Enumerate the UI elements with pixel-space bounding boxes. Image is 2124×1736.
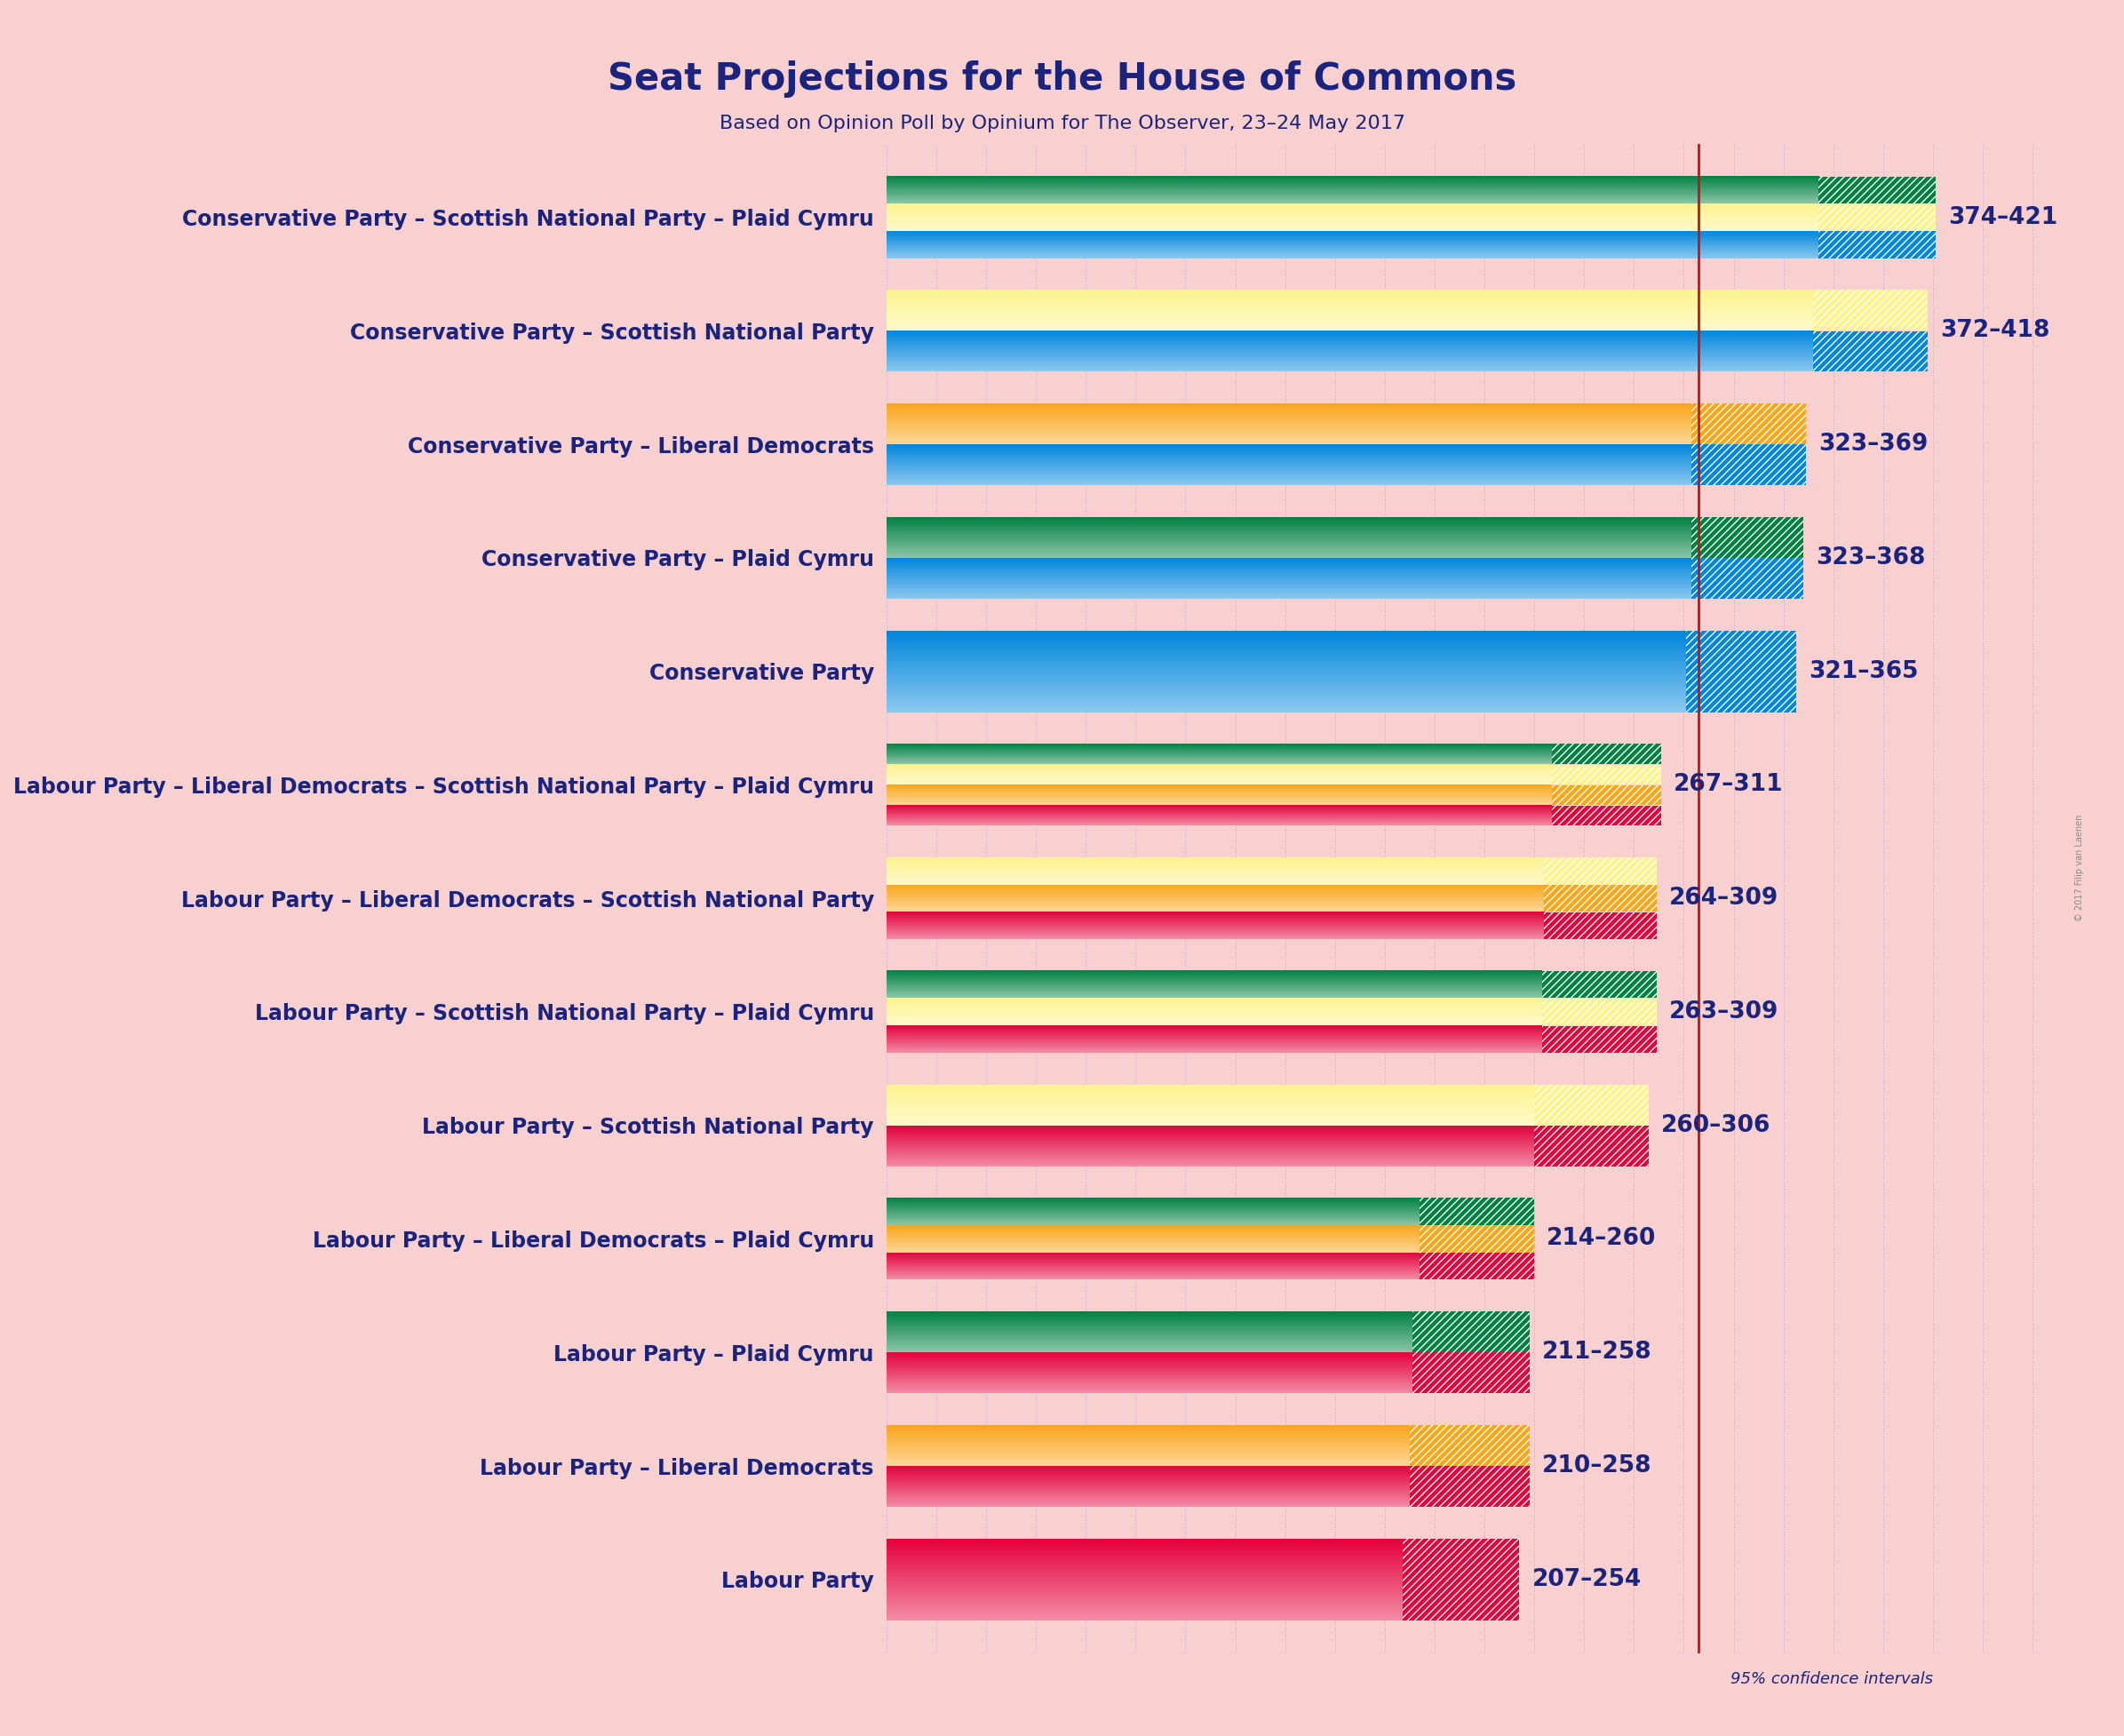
Bar	[1818, 231, 1935, 259]
Bar	[1544, 858, 1657, 885]
Bar	[1553, 806, 1661, 826]
Bar	[1691, 444, 1805, 484]
Text: 323–368: 323–368	[1816, 547, 1926, 569]
Text: © 2017 Filip van Laenen: © 2017 Filip van Laenen	[2075, 814, 2084, 922]
Bar	[1553, 745, 1661, 764]
Bar	[1691, 557, 1803, 599]
Bar	[1544, 858, 1657, 885]
Bar	[1542, 998, 1657, 1026]
Bar	[1814, 332, 1929, 372]
Text: 263–309: 263–309	[1669, 1000, 1778, 1024]
Bar	[1412, 1352, 1529, 1394]
Bar	[1814, 290, 1929, 330]
Bar	[1534, 1085, 1648, 1125]
Bar	[1814, 332, 1929, 372]
Bar	[1553, 806, 1661, 826]
Bar	[1419, 1226, 1534, 1252]
Bar	[1410, 1425, 1529, 1465]
Bar	[1544, 885, 1657, 911]
Bar	[1542, 1026, 1657, 1052]
Bar	[1542, 998, 1657, 1026]
Bar	[1553, 745, 1661, 764]
Bar	[1544, 911, 1657, 939]
Bar	[1419, 1226, 1534, 1252]
Text: 95% confidence intervals: 95% confidence intervals	[1731, 1672, 1933, 1687]
Bar	[1410, 1467, 1529, 1507]
Bar	[1814, 290, 1929, 330]
Bar	[1402, 1538, 1519, 1620]
Text: 267–311: 267–311	[1674, 773, 1784, 797]
Bar	[1818, 177, 1935, 203]
Bar	[1691, 444, 1805, 484]
Bar	[1542, 970, 1657, 998]
Bar	[1544, 885, 1657, 911]
Bar	[1410, 1467, 1529, 1507]
Bar	[1686, 630, 1797, 712]
Text: 374–421: 374–421	[1948, 207, 2058, 229]
Bar	[1419, 1253, 1534, 1279]
Bar	[1553, 785, 1661, 806]
Bar	[1553, 764, 1661, 785]
Text: 372–418: 372–418	[1941, 319, 2050, 342]
Bar	[1691, 403, 1805, 444]
Bar	[1402, 1538, 1519, 1620]
Bar	[1412, 1312, 1529, 1352]
Text: 260–306: 260–306	[1661, 1115, 1771, 1137]
Text: Based on Opinion Poll by Opinium for The Observer, 23–24 May 2017: Based on Opinion Poll by Opinium for The…	[720, 115, 1404, 132]
Bar	[1419, 1198, 1534, 1226]
Bar	[1818, 231, 1935, 259]
Bar	[1544, 911, 1657, 939]
Bar	[1534, 1125, 1648, 1167]
Text: 323–369: 323–369	[1818, 432, 1929, 457]
Bar	[1419, 1253, 1534, 1279]
Bar	[1691, 403, 1805, 444]
Bar	[1691, 557, 1803, 599]
Text: 214–260: 214–260	[1546, 1227, 1657, 1250]
Text: 321–365: 321–365	[1808, 660, 1918, 682]
Text: 211–258: 211–258	[1542, 1340, 1652, 1364]
Bar	[1691, 517, 1803, 557]
Bar	[1553, 764, 1661, 785]
Bar	[1419, 1198, 1534, 1226]
Bar	[1534, 1085, 1648, 1125]
Bar	[1410, 1425, 1529, 1465]
Bar	[1818, 177, 1935, 203]
Bar	[1534, 1125, 1648, 1167]
Bar	[1818, 203, 1935, 231]
Bar	[1412, 1312, 1529, 1352]
Bar	[1553, 785, 1661, 806]
Text: Seat Projections for the House of Commons: Seat Projections for the House of Common…	[607, 61, 1517, 97]
Bar	[1691, 517, 1803, 557]
Bar	[1542, 1026, 1657, 1052]
Text: 210–258: 210–258	[1542, 1455, 1652, 1477]
Bar	[1412, 1352, 1529, 1394]
Bar	[1542, 970, 1657, 998]
Text: 264–309: 264–309	[1669, 887, 1778, 910]
Bar	[1686, 630, 1797, 712]
Text: 207–254: 207–254	[1531, 1568, 1642, 1590]
Bar	[1818, 203, 1935, 231]
